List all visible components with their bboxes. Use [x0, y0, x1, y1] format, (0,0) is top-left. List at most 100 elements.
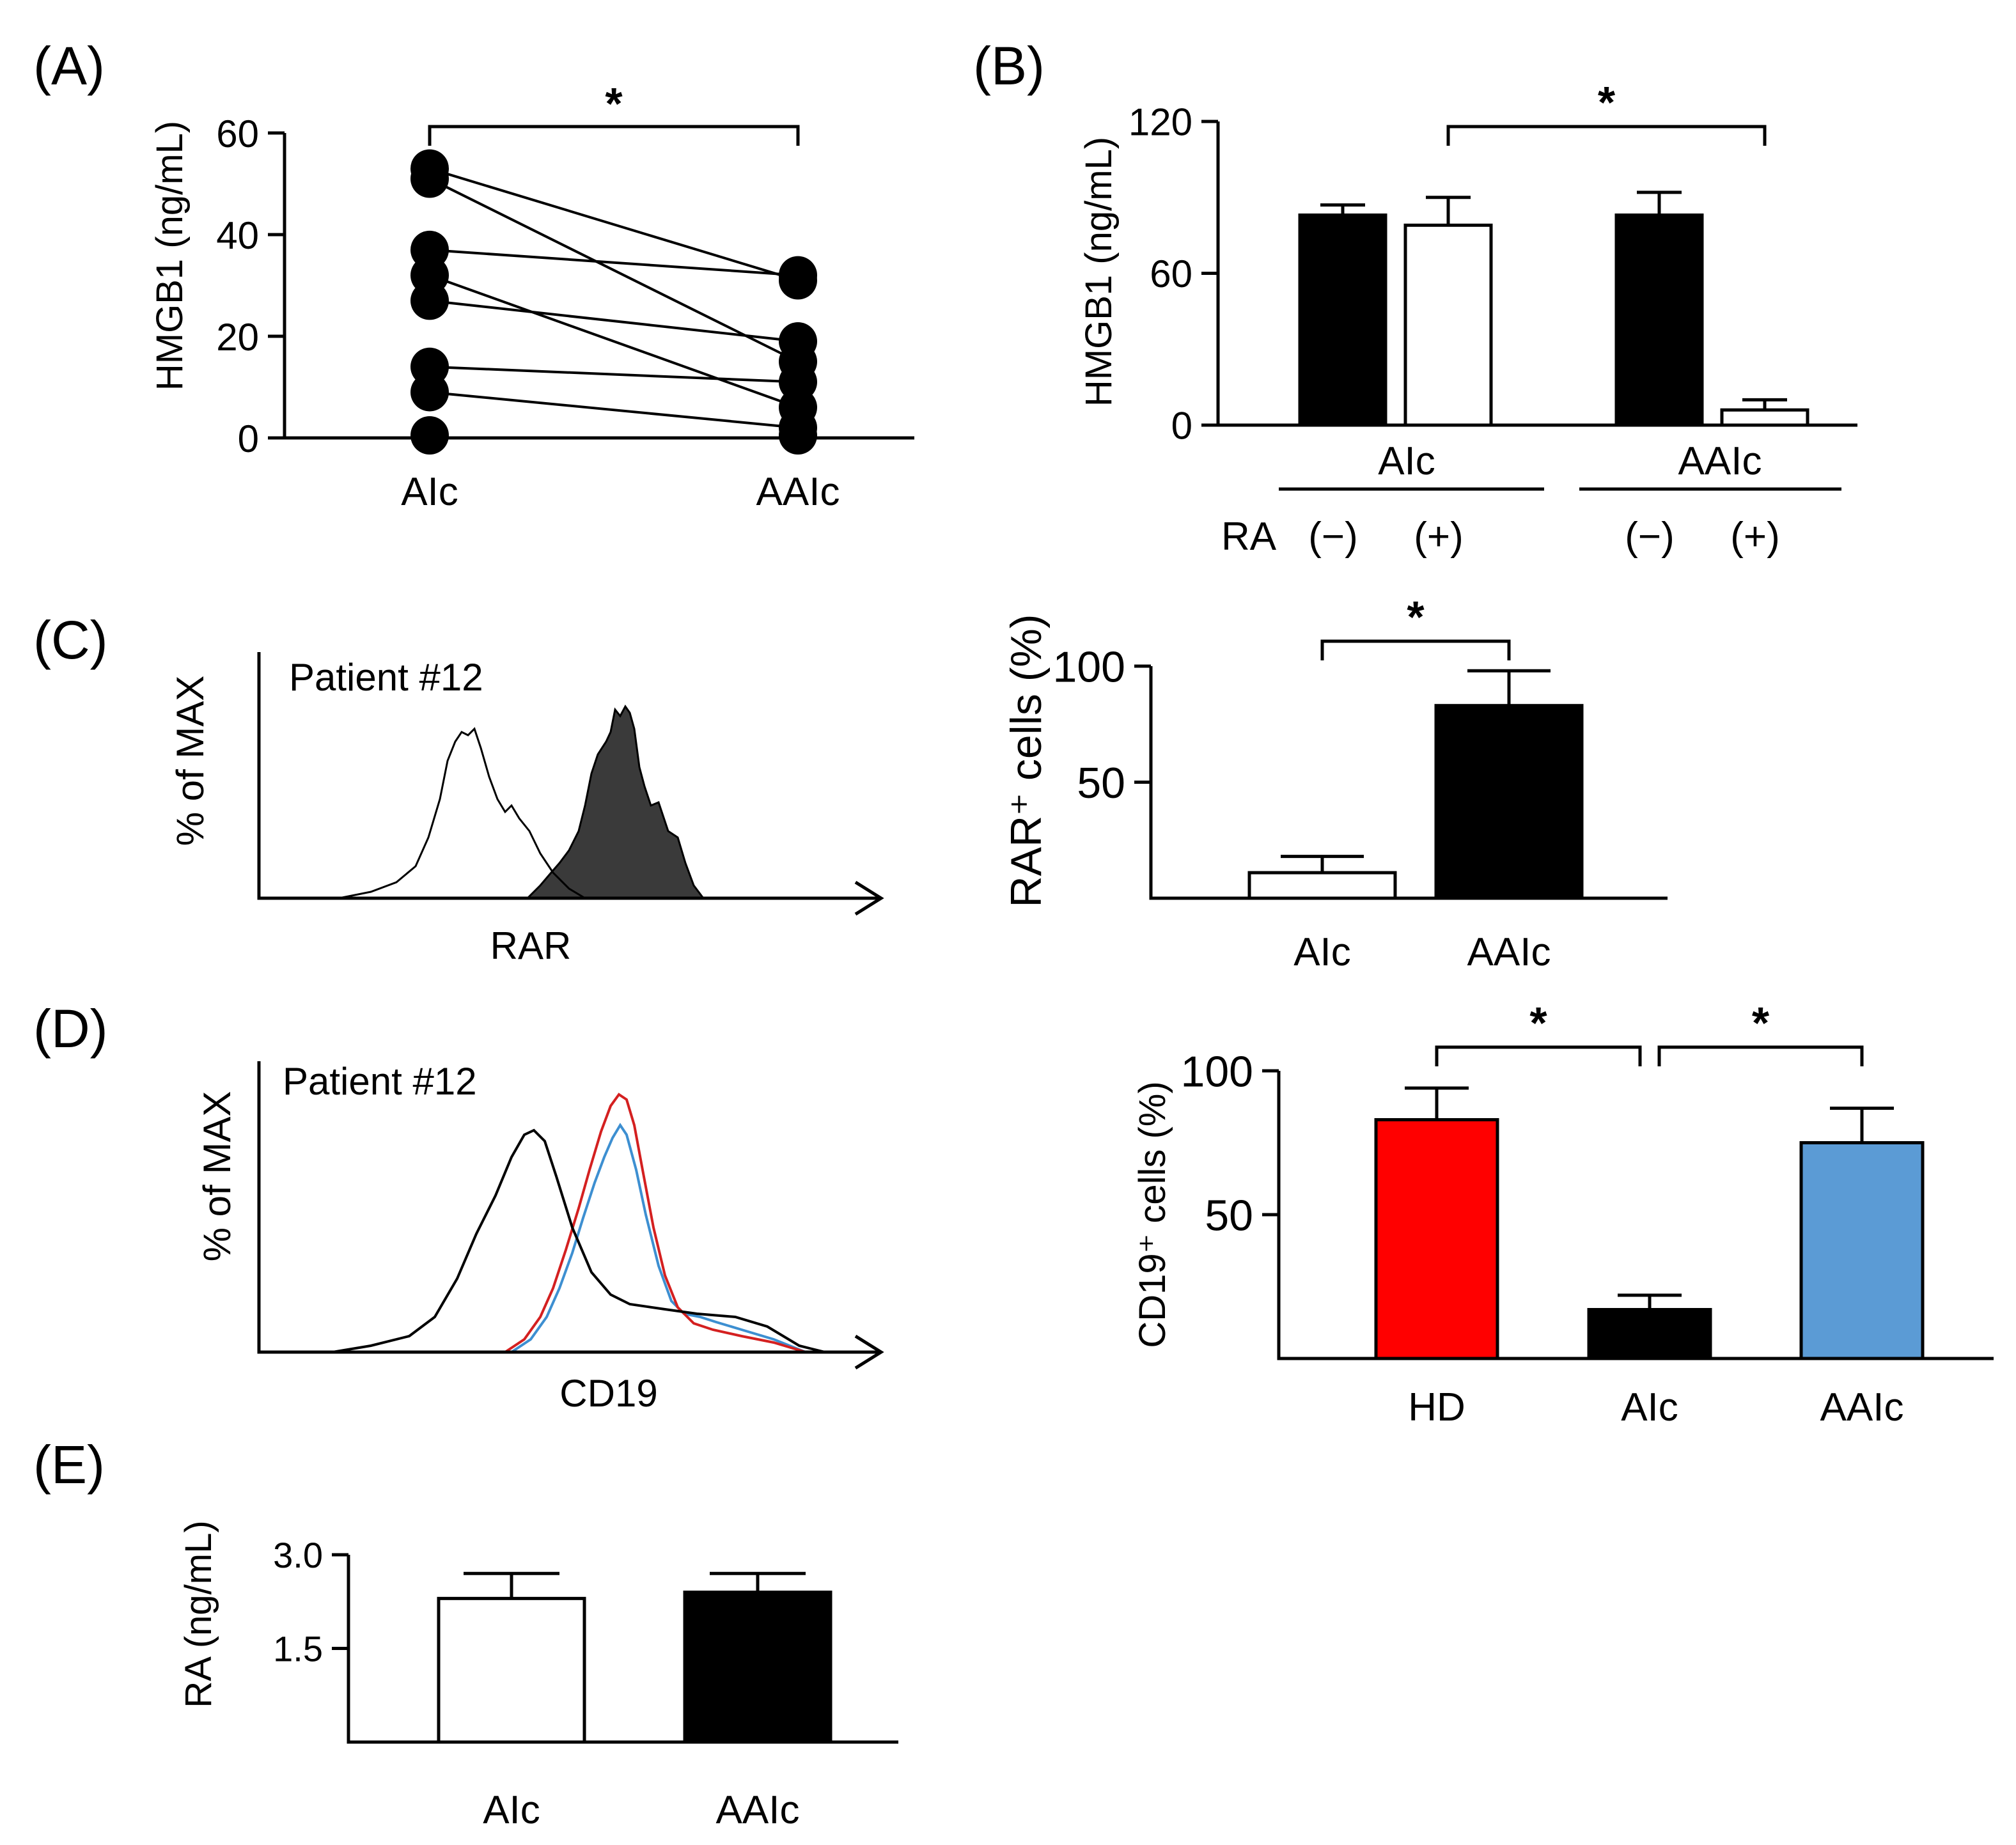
bar [1587, 1308, 1712, 1360]
significance-star: * [1752, 998, 1770, 1048]
condition-label: (−) [1625, 515, 1675, 559]
significance-bracket [1657, 1045, 1864, 1066]
significance-star: * [1598, 77, 1616, 127]
category-label: AIc [483, 1788, 540, 1832]
panel-e-ylabel: RA (ng/mL) [178, 1520, 219, 1708]
category-label: HD [1408, 1385, 1465, 1429]
panel-e-plot: 1.5 3.0 AIc AAIc [273, 1535, 898, 1832]
pair-line [429, 274, 799, 409]
histogram-rar-filled [525, 705, 705, 899]
category-label: AIc [1621, 1385, 1678, 1429]
significance-bracket [1435, 1045, 1642, 1066]
panel-d-hist-title: Patient #12 [283, 1060, 477, 1103]
panel-c-bar-ylabel: RAR⁺ cells (%) [1002, 614, 1051, 907]
histogram-aic [332, 1128, 825, 1353]
histogram-control [338, 727, 586, 899]
category-label: AAIc [716, 1788, 800, 1832]
condition-label: (+) [1730, 515, 1780, 559]
condition-label: (+) [1414, 515, 1464, 559]
panel-d-bar-plot: 50 100 HD AIc AAIc * * [1181, 998, 1994, 1429]
data-point [410, 416, 449, 455]
panel-d-bar-ylabel: CD19⁺ cells (%) [1132, 1081, 1173, 1348]
y-tick-label: 50 [1077, 759, 1125, 807]
panel-c-bar: RAR⁺ cells (%) 50 100 AIc AAIc * [1002, 592, 1668, 974]
panel-b-plot: 0 60 120 * AIc AAIc RA (−) (+) (−) (+) [1129, 77, 1857, 559]
bar [1614, 213, 1704, 427]
y-tick-label: 120 [1129, 101, 1192, 144]
x-axis-arrow [854, 1334, 884, 1370]
panel-b: HMGB1 (ng/mL) 0 60 120 * AIc AAIc RA (−) (+) (−) (… [1078, 77, 1857, 559]
histogram-hd [504, 1093, 806, 1353]
panel-b-ylabel: HMGB1 (ng/mL) [1078, 137, 1120, 407]
panel-e: RA (ng/mL) 1.5 3.0 AIc AAIc [178, 1520, 898, 1832]
y-tick-label: 50 [1205, 1191, 1253, 1240]
significance-star: * [605, 79, 623, 128]
panel-a-plot: 0 20 40 60 AIc AAIc * [216, 79, 914, 514]
pair-line [429, 365, 799, 384]
panel-label-c: (C) [33, 610, 108, 670]
data-point [779, 256, 817, 295]
bar [1247, 871, 1397, 900]
pair-line [429, 177, 799, 363]
panel-d-hist-xlabel: CD19 [559, 1372, 657, 1415]
significance-bracket [1446, 125, 1767, 146]
panel-c-hist-plot [257, 652, 884, 916]
panel-c-hist-title: Patient #12 [289, 656, 483, 699]
y-tick-label: 100 [1053, 642, 1125, 691]
data-point [410, 373, 449, 412]
panel-c-histogram: Patient #12 % of MAX RAR [169, 652, 884, 967]
y-tick-label: 1.5 [273, 1629, 323, 1669]
bar [437, 1596, 586, 1744]
panel-c-bar-plot: 50 100 AIc AAIc * [1053, 592, 1668, 974]
bar [1298, 213, 1387, 427]
bar [683, 1591, 832, 1744]
histogram-aaic [510, 1123, 806, 1353]
panel-a: HMGB1 (ng/mL) 0 20 40 60 AIc AAIc * [149, 79, 914, 514]
pair-line [429, 167, 799, 282]
pair-line [429, 299, 799, 343]
y-tick-label: 100 [1181, 1047, 1253, 1096]
y-tick-label: 60 [216, 113, 259, 155]
panel-label-d: (D) [33, 999, 108, 1059]
y-tick-label: 60 [1150, 253, 1192, 295]
panel-d-bar: CD19⁺ cells (%) 50 100 HD AIc AAIc * * [1132, 998, 1994, 1429]
x-axis-arrow [854, 880, 884, 916]
panel-c-hist-xlabel: RAR [490, 924, 572, 967]
category-label: AIc [401, 470, 458, 514]
bar [1799, 1141, 1925, 1360]
y-tick-label: 40 [216, 214, 259, 257]
condition-label: (−) [1308, 515, 1358, 559]
y-tick-label: 0 [1171, 405, 1192, 448]
category-label: AIc [1293, 930, 1351, 974]
group-label: AAIc [1678, 439, 1762, 483]
data-point [410, 159, 449, 198]
bar [1374, 1118, 1499, 1360]
significance-bracket [428, 125, 800, 146]
y-tick-label: 0 [238, 417, 259, 460]
row-label: RA [1221, 515, 1277, 559]
panel-d-hist-ylabel: % of MAX [196, 1091, 238, 1262]
panel-d-hist-plot [257, 1061, 884, 1370]
significance-bracket [1320, 639, 1511, 660]
pair-line [429, 391, 799, 430]
bar [1434, 704, 1584, 900]
pair-line [429, 248, 799, 277]
panel-a-ylabel: HMGB1 (ng/mL) [149, 121, 191, 391]
group-label: AIc [1378, 439, 1435, 483]
bar [1403, 223, 1493, 427]
data-point [410, 281, 449, 320]
panel-label-b: (B) [973, 36, 1045, 96]
panel-d-histogram: Patient #12 % of MAX CD19 [196, 1060, 884, 1415]
category-label: AAIc [756, 470, 840, 514]
data-point [779, 322, 817, 361]
panel-label-a: (A) [33, 36, 105, 96]
significance-star: * [1407, 592, 1425, 642]
data-point [779, 362, 817, 401]
panel-label-e: (E) [33, 1435, 105, 1495]
data-point [779, 416, 817, 455]
significance-star: * [1529, 998, 1547, 1048]
category-label: AAIc [1820, 1385, 1904, 1429]
y-tick-label: 3.0 [273, 1535, 323, 1575]
bar [1720, 408, 1809, 427]
